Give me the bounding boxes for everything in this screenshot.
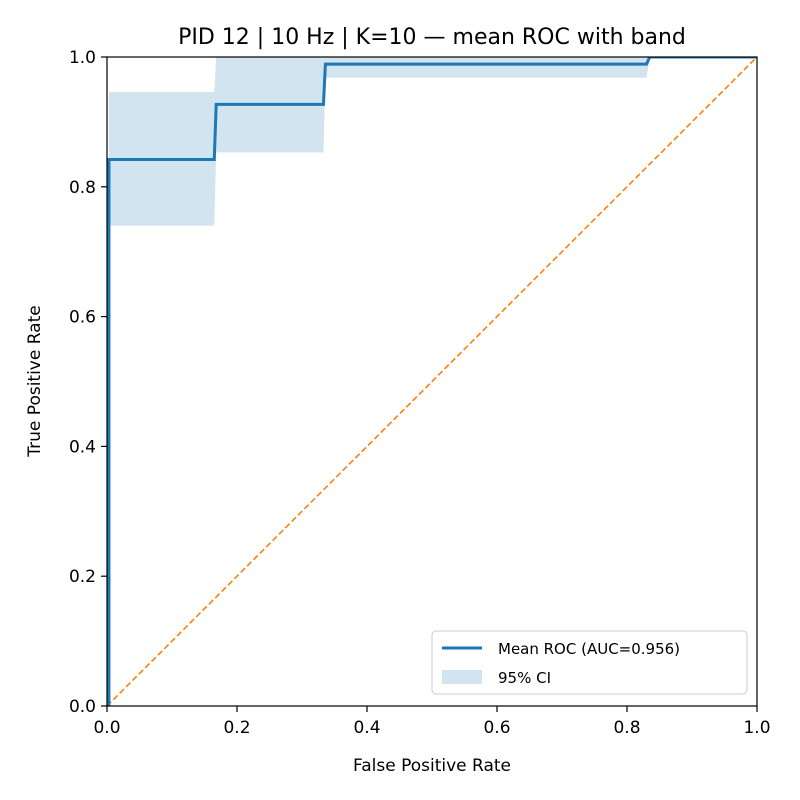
x-tick-label: 0.4 [353, 718, 380, 738]
x-tick-label: 0.8 [613, 718, 640, 738]
y-tick-label: 0.8 [69, 178, 96, 198]
x-axis-label: False Positive Rate [353, 756, 511, 776]
x-tick-label: 1.0 [743, 718, 770, 738]
y-tick-label: 0.6 [69, 308, 96, 328]
y-tick-label: 0.0 [69, 697, 96, 717]
x-tick-label: 0.2 [223, 718, 250, 738]
chart-title: PID 12 | 10 Hz | K=10 — mean ROC with ba… [178, 25, 686, 50]
y-tick-label: 1.0 [69, 48, 96, 68]
y-axis-label: True Positive Rate [25, 305, 45, 457]
x-tick-label: 0.0 [93, 718, 120, 738]
y-tick-label: 0.2 [69, 567, 96, 587]
legend: Mean ROC (AUC=0.956) 95% CI [431, 630, 748, 695]
y-tick-label: 0.4 [69, 437, 96, 457]
legend-label-ci: 95% CI [498, 669, 551, 687]
mean-roc-line [107, 57, 757, 706]
plot-data [107, 57, 757, 706]
x-tick-label: 0.6 [483, 718, 510, 738]
chance-diagonal [107, 57, 757, 706]
legend-frame [431, 630, 748, 695]
plot-area: 0.0 0.2 0.4 0.6 0.8 1.0 0.0 0.2 0.4 0.6 0.8 1.0 [69, 48, 771, 738]
axes-frame [106, 56, 758, 707]
legend-label-mean-roc: Mean ROC (AUC=0.956) [498, 640, 680, 658]
ci-band [108, 57, 757, 226]
legend-swatch-ci [442, 670, 482, 684]
